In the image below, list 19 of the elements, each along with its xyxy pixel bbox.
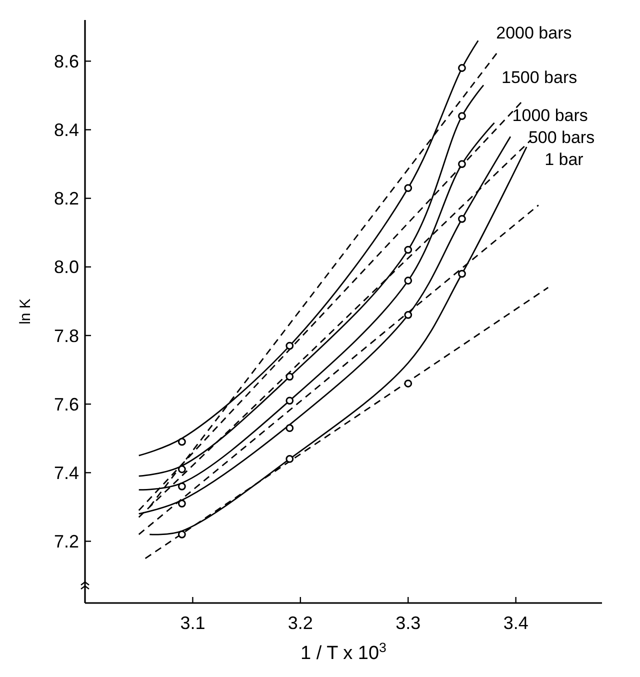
y-tick-label: 8.6 (54, 51, 79, 72)
y-tick-label: 7.6 (54, 394, 79, 414)
y-tick-label: 8.0 (54, 257, 79, 278)
series-label: 2000 bars (496, 24, 572, 43)
x-tick-label: 3.2 (288, 613, 313, 633)
x-tick-label: 3.1 (180, 613, 206, 633)
y-tick-label: 7.2 (54, 532, 79, 552)
series-label: 500 bars (528, 128, 595, 147)
x-tick-label: 3.4 (503, 613, 528, 633)
y-tick-label: 7.8 (54, 326, 79, 346)
series-label: 1 bar (544, 150, 584, 169)
series-label: 1500 bars (502, 68, 578, 88)
y-tick-label: 7.4 (54, 462, 79, 483)
y-axis-title: ln K (17, 298, 34, 324)
x-tick-label: 3.3 (396, 613, 421, 633)
x-axis-title: 1 / T x 10$^{3}$ (300, 640, 386, 664)
series-label: 1000 bars (512, 106, 588, 125)
y-tick-label: 8.4 (54, 120, 79, 140)
y-tick-label: 8.2 (54, 188, 79, 209)
